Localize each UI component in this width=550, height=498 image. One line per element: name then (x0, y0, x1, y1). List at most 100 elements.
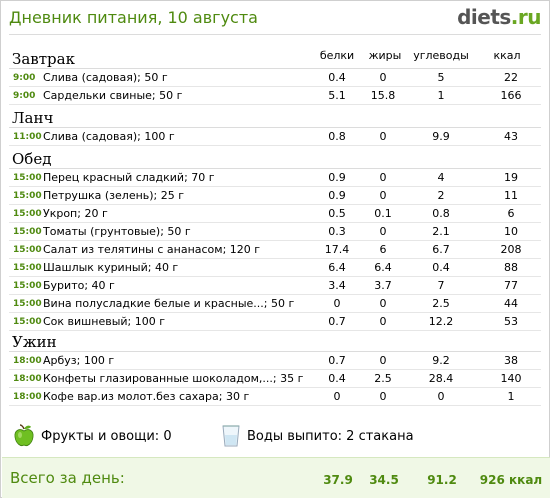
food-row[interactable]: 18:00 Кофе вар.из молот.без сахара; 30 г 0… (9, 388, 541, 406)
food-time: 15:00 (13, 245, 42, 255)
food-carbs: 1 (437, 89, 445, 102)
food-row[interactable]: 9:00 Сардельки свиные; 50 г 5.1 15.8 1 166 (9, 87, 541, 105)
food-protein: 0.4 (328, 372, 346, 385)
food-fat: 6 (379, 243, 387, 256)
food-kcal: 6 (507, 207, 515, 220)
food-carbs: 0.8 (432, 207, 450, 220)
food-row[interactable]: 15:00 Сок вишневый; 100 г 0.7 0 12.2 53 (9, 313, 541, 331)
food-carbs: 28.4 (428, 372, 454, 385)
food-carbs: 9.9 (432, 130, 450, 143)
total-carbs: 91.2 (427, 473, 457, 487)
food-fat: 0 (379, 354, 387, 367)
food-time: 9:00 (13, 73, 36, 83)
food-time: 15:00 (13, 209, 42, 219)
food-time: 15:00 (13, 263, 42, 273)
food-kcal: 166 (500, 89, 522, 102)
food-carbs: 12.2 (428, 315, 454, 328)
food-time: 15:00 (13, 299, 42, 309)
food-name: Бурито; 40 г (43, 279, 115, 292)
food-kcal: 38 (504, 354, 518, 367)
food-row[interactable]: 15:00 Перец красный сладкий; 70 г 0.9 0 4 19 (9, 169, 541, 187)
food-time: 15:00 (13, 317, 42, 327)
food-row[interactable]: 15:00 Бурито; 40 г 3.4 3.7 7 77 (9, 277, 541, 295)
food-name: Кофе вар.из молот.без сахара; 30 г (43, 390, 250, 403)
food-fat: 0 (379, 71, 387, 84)
meal-title: Завтрак (9, 49, 541, 69)
food-carbs: 7 (437, 279, 445, 292)
food-row[interactable]: 15:00 Салат из телятины с ананасом; 120 г… (9, 241, 541, 259)
food-name: Томаты (грунтовые); 50 г (43, 225, 191, 238)
food-kcal: 11 (504, 189, 518, 202)
food-fat: 0 (379, 315, 387, 328)
green-apple-icon (14, 424, 34, 446)
food-time: 9:00 (13, 91, 36, 101)
food-carbs: 2.5 (432, 297, 450, 310)
food-kcal: 140 (500, 372, 522, 385)
food-time: 15:00 (13, 281, 42, 291)
food-protein: 0.9 (328, 171, 346, 184)
food-time: 15:00 (13, 191, 42, 201)
food-kcal: 1 (507, 390, 515, 403)
food-fat: 0 (379, 225, 387, 238)
food-row[interactable]: 15:00 Петрушка (зелень); 25 г 0.9 0 2 11 (9, 187, 541, 205)
food-fat: 3.7 (374, 279, 392, 292)
food-kcal: 19 (504, 171, 518, 184)
food-carbs: 9.2 (432, 354, 450, 367)
food-fat: 2.5 (374, 372, 392, 385)
food-row[interactable]: 15:00 Шашлык куриный; 40 г 6.4 6.4 0.4 88 (9, 259, 541, 277)
food-name: Слива (садовая); 100 г (43, 130, 175, 143)
food-kcal: 208 (500, 243, 522, 256)
extras-bar: Фрукты и овощи: 0 Воды выпито: 2 стакана (9, 421, 541, 455)
meal-section: Ланч 11:00 Слива (садовая); 100 г 0.8 0 9.9 43 (9, 108, 541, 146)
food-protein: 6.4 (328, 261, 346, 274)
column-header-kcal: ккал (493, 49, 521, 62)
total-kcal: 926 ккал (479, 473, 543, 487)
food-row[interactable]: 9:00 Слива (садовая); 50 г 0.4 0 5 22 (9, 69, 541, 87)
food-protein: 0.8 (328, 130, 346, 143)
daily-totals: Всего за день: 37.9 34.5 91.2 926 ккал (2, 457, 550, 498)
food-kcal: 43 (504, 130, 518, 143)
food-protein: 0.7 (328, 354, 346, 367)
logo-domain: .ru (510, 5, 542, 29)
food-fat: 15.8 (370, 89, 396, 102)
diets-logo[interactable]: diets.ru (457, 5, 541, 29)
meal-title: Обед (9, 149, 541, 169)
food-carbs: 2 (437, 189, 445, 202)
food-row[interactable]: 15:00 Вина полусладкие белые и красные...… (9, 295, 541, 313)
food-name: Конфеты глазированные шоколадом,...; 35 … (43, 372, 304, 385)
food-time: 18:00 (13, 356, 42, 366)
water-glass-icon (222, 425, 240, 447)
food-carbs: 6.7 (432, 243, 450, 256)
food-name: Сок вишневый; 100 г (43, 315, 165, 328)
food-fat: 0 (379, 189, 387, 202)
food-carbs: 4 (437, 171, 445, 184)
page-title: Дневник питания, 10 августа (9, 8, 258, 27)
food-protein: 17.4 (324, 243, 350, 256)
food-time: 18:00 (13, 392, 42, 402)
header: Дневник питания, 10 августа diets.ru (1, 1, 549, 35)
food-row[interactable]: 11:00 Слива (садовая); 100 г 0.8 0 9.9 43 (9, 128, 541, 146)
food-carbs: 0.4 (432, 261, 450, 274)
fruit-vegetables-count: Фрукты и овощи: 0 (41, 429, 172, 444)
meal-section: Ужин 18:00 Арбуз; 100 г 0.7 0 9.2 38 18:00 Конфе… (9, 332, 541, 406)
food-fat: 0 (379, 171, 387, 184)
food-row[interactable]: 18:00 Конфеты глазированные шоколадом,...… (9, 370, 541, 388)
food-name: Укроп; 20 г (43, 207, 108, 220)
food-carbs: 2.1 (432, 225, 450, 238)
food-fat: 6.4 (374, 261, 392, 274)
food-name: Перец красный сладкий; 70 г (43, 171, 215, 184)
food-fat: 0 (379, 297, 387, 310)
food-row[interactable]: 15:00 Томаты (грунтовые); 50 г 0.3 0 2.1 10 (9, 223, 541, 241)
food-carbs: 0 (437, 390, 445, 403)
food-row[interactable]: 18:00 Арбуз; 100 г 0.7 0 9.2 38 (9, 352, 541, 370)
food-time: 15:00 (13, 227, 42, 237)
column-header-carbs: углеводы (413, 49, 469, 62)
column-header-fat: жиры (368, 49, 402, 62)
water-drunk-count: Воды выпито: 2 стакана (247, 429, 414, 444)
food-protein: 0 (333, 297, 341, 310)
column-header-protein: белки (319, 49, 355, 62)
food-row[interactable]: 15:00 Укроп; 20 г 0.5 0.1 0.8 6 (9, 205, 541, 223)
food-protein: 0.4 (328, 71, 346, 84)
food-time: 15:00 (13, 173, 42, 183)
